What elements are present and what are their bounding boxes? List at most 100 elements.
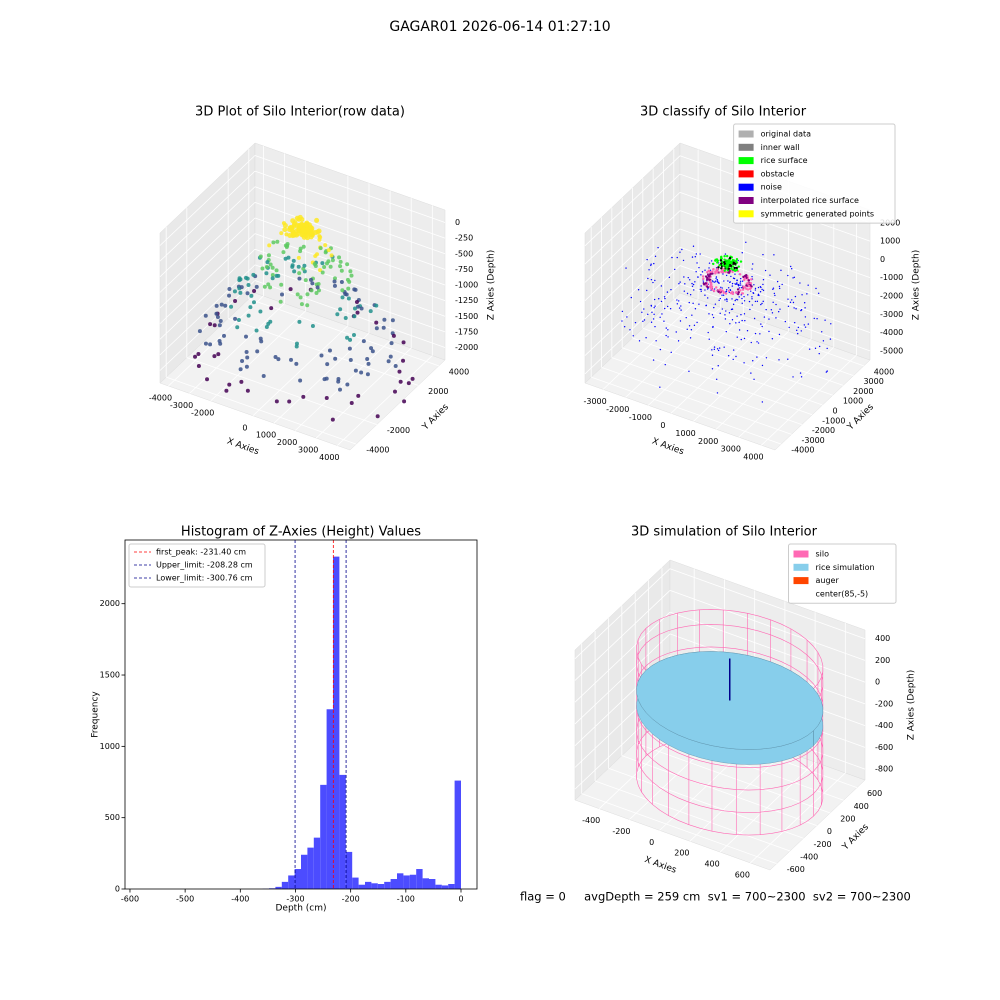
grid-line (254, 155, 446, 223)
decor-point (318, 246, 323, 251)
decor-point (769, 274, 771, 276)
decor-point (282, 227, 288, 233)
decor-point (355, 310, 360, 315)
decor-point (695, 270, 697, 273)
decor-point (763, 316, 766, 318)
decor-point (740, 314, 742, 316)
decor-point (320, 270, 325, 275)
decor-point (680, 309, 682, 311)
decor-point (227, 382, 232, 387)
decor-point (708, 338, 710, 340)
decor-point (804, 326, 807, 328)
decor-point (670, 351, 672, 354)
decor-point (794, 295, 797, 298)
bar (448, 884, 455, 889)
decor-point (646, 289, 648, 292)
decor-point (700, 290, 702, 293)
decor-point (330, 258, 335, 263)
decor-point (731, 285, 734, 287)
decor-point (244, 364, 249, 369)
decor-point (761, 401, 764, 403)
decor-point (639, 300, 642, 303)
decor-point (799, 372, 802, 374)
plot-frame (124, 539, 478, 890)
x-tick-label: -500 (176, 895, 194, 904)
decor-point (677, 340, 680, 342)
decor-point (339, 279, 344, 284)
decor-point (266, 321, 271, 326)
decor-point (813, 317, 815, 320)
decor-point (274, 399, 279, 404)
decor-point (650, 304, 652, 307)
grid-line (294, 340, 391, 431)
decor-point (742, 275, 745, 279)
decor-point (730, 275, 732, 278)
decor-point (366, 361, 371, 366)
decor-point (716, 392, 719, 394)
decor-point (733, 266, 736, 270)
decor-point (771, 312, 774, 314)
decor-point (294, 361, 299, 366)
decor-point (773, 254, 775, 256)
decor-point (666, 305, 669, 308)
z-tick-label: -750 (455, 265, 473, 274)
decor-point (715, 268, 718, 271)
legend-label: obstacle (761, 169, 795, 178)
decor-point (630, 296, 632, 299)
decor-point (246, 313, 251, 318)
decor-point (768, 330, 770, 333)
decor-point (310, 281, 315, 286)
decor-point (301, 266, 306, 271)
decor-point (299, 302, 304, 307)
decor-point (695, 253, 698, 255)
decor-point (646, 258, 648, 261)
decor-point (295, 231, 301, 237)
decor-point (760, 323, 762, 325)
grid-line (669, 568, 866, 640)
decor-point (637, 289, 640, 291)
decor-point (738, 287, 741, 289)
decor-point (659, 348, 662, 351)
decor-point (309, 288, 314, 293)
decor-point (775, 303, 777, 306)
grid-line (248, 298, 439, 367)
decor-point (739, 277, 742, 280)
decor-point (699, 253, 701, 255)
decor-point (212, 323, 217, 328)
decor-point (698, 266, 700, 269)
decor-point (260, 266, 265, 271)
decor-point (711, 280, 714, 282)
decor-point (294, 344, 299, 349)
decor-point (753, 317, 756, 320)
decor-point (708, 267, 710, 269)
decor-point (401, 340, 406, 345)
decor-point (701, 275, 705, 278)
bar (377, 884, 385, 889)
z-tick-label: -200 (875, 699, 893, 708)
decor-point (776, 280, 779, 283)
y-tick-label: -4000 (366, 446, 389, 455)
decor-point (203, 341, 208, 346)
decor-point (653, 262, 655, 265)
decor-point (258, 254, 263, 259)
decor-point (727, 267, 731, 271)
decor-point (739, 280, 742, 283)
decor-point (693, 324, 696, 327)
decor-point (245, 291, 250, 296)
decor-point (717, 365, 719, 367)
decor-point (738, 321, 740, 324)
bar (365, 881, 372, 889)
grid-line (574, 633, 671, 725)
decor-point (392, 389, 397, 394)
decor-point (330, 417, 335, 422)
x-tick-label: 0 (458, 895, 463, 904)
decor-point (726, 266, 729, 269)
bar (333, 556, 340, 889)
decor-point (741, 280, 744, 282)
decor-point (374, 320, 379, 325)
decor-point (302, 263, 307, 268)
decor-point (726, 289, 728, 291)
decor-point (736, 282, 738, 284)
decor-point (255, 349, 260, 354)
decor-point (706, 288, 709, 290)
